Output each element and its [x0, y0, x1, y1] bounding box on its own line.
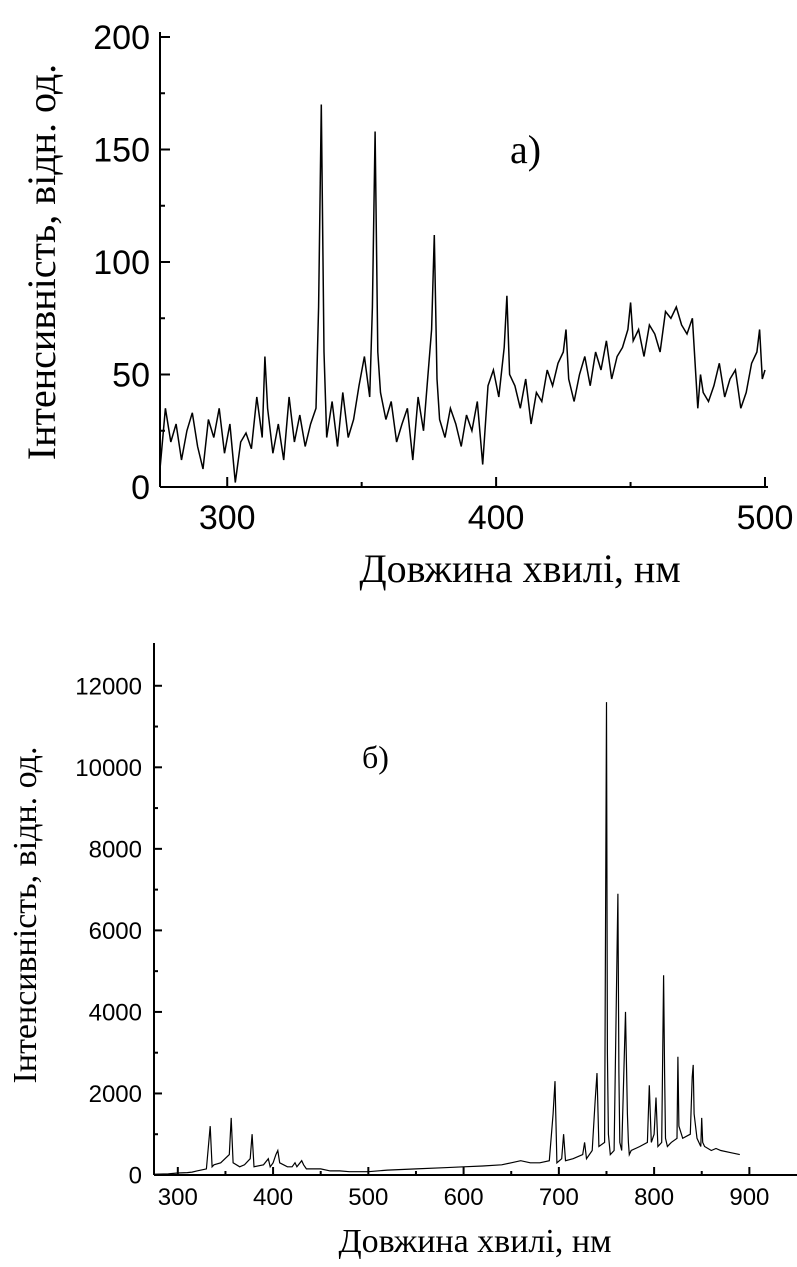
panel-b-y-tick-label: 6000: [89, 918, 142, 945]
panel-b-x-tick-label: 600: [444, 1184, 484, 1211]
panel-b: 300 400 500 600 700 800 900 0 2000 4000 6000 8000 10…: [7, 643, 797, 1260]
panel-b-y-tick-label: 0: [129, 1163, 142, 1190]
panel-a-x-tick-label: 300: [199, 499, 256, 537]
panel-b-x-tick-label: 300: [158, 1184, 198, 1211]
panel-a-y-tick-label: 0: [131, 469, 150, 507]
panel-a-y-tick-label: 150: [93, 132, 150, 170]
panel-a-y-tick-label: 50: [112, 357, 150, 395]
panel-b-x-tick-label: 800: [634, 1184, 674, 1211]
panel-a-y-tick-label: 100: [93, 244, 150, 282]
panel-a-x-tick-label: 500: [737, 499, 794, 537]
panel-a-label: а): [510, 127, 541, 172]
panel-b-y-tick-label: 10000: [75, 755, 142, 782]
panel-b-y-tick-label: 4000: [89, 1000, 142, 1027]
panel-b-x-tick-label: 900: [729, 1184, 769, 1211]
panel-b-y-tick-label: 12000: [75, 673, 142, 700]
panel-b-label: б): [362, 739, 389, 775]
panel-a-x-tick-label: 400: [468, 499, 525, 537]
panel-a-y-axis-title: Інтенсивність, відн. од.: [19, 64, 64, 460]
panel-b-x-axis-title: Довжина хвилі, нм: [338, 1223, 611, 1260]
panel-b-series-line: [153, 702, 740, 1175]
panel-a-series-line: [159, 104, 766, 483]
panel-a: 300 400 500 0 50 100 150 200 а) Довжина хвилі, …: [19, 19, 793, 591]
panel-b-y-tick-label: 8000: [89, 836, 142, 863]
panel-b-y-axis-title: Інтенсивність, відн. од.: [7, 747, 44, 1084]
panel-b-x-tick-label: 700: [539, 1184, 579, 1211]
panel-a-y-tick-label: 200: [93, 19, 150, 57]
panel-b-x-tick-label: 500: [348, 1184, 388, 1211]
panel-b-y-tick-label: 2000: [89, 1081, 142, 1108]
panel-b-x-tick-label: 400: [253, 1184, 293, 1211]
panel-a-x-axis-title: Довжина хвилі, нм: [359, 546, 680, 591]
